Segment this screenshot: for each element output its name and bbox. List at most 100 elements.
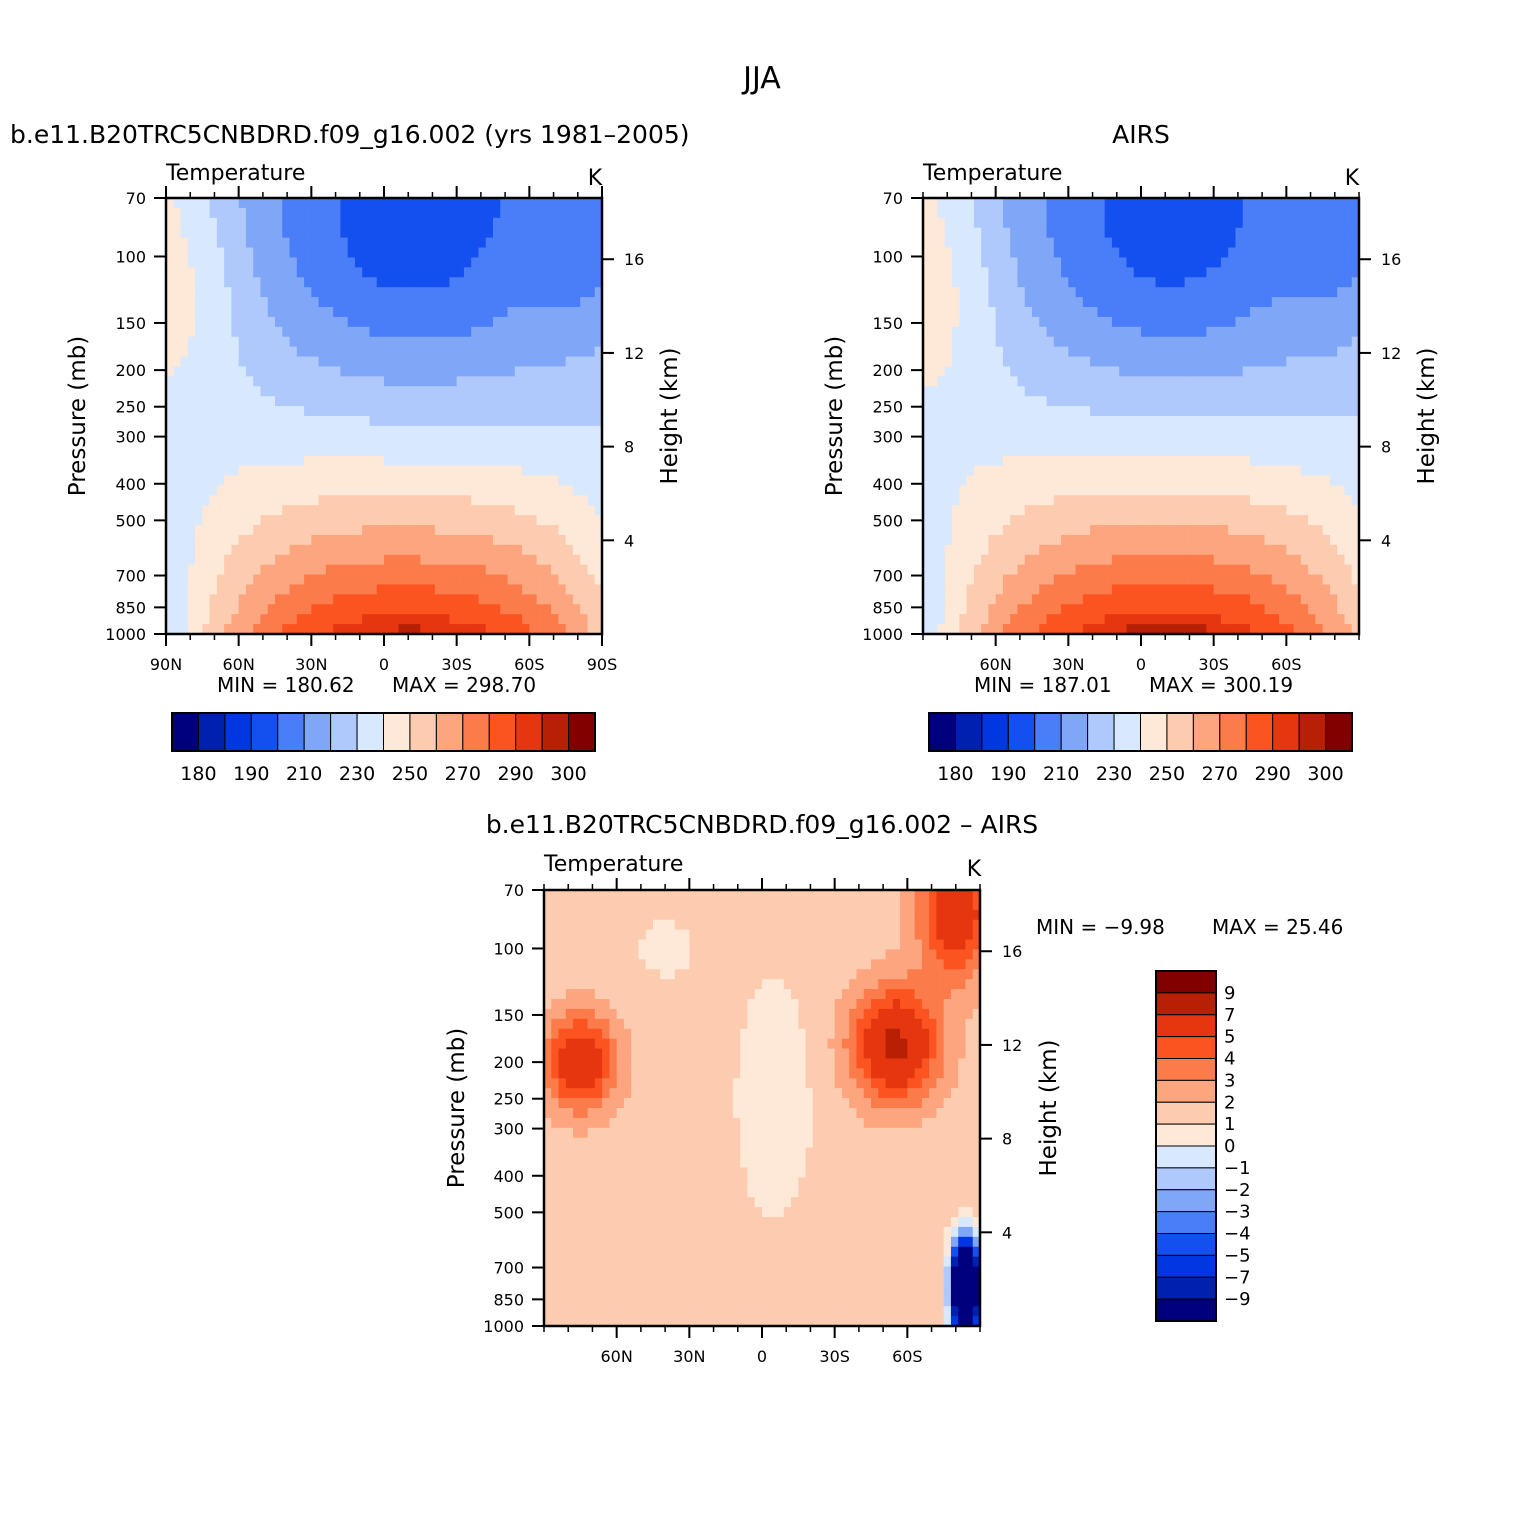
field-cell — [166, 237, 174, 249]
field-cell — [485, 376, 494, 387]
field-cell — [420, 267, 429, 278]
field-cell — [1184, 485, 1193, 496]
field-cell — [1242, 505, 1251, 516]
field-cell — [325, 386, 334, 397]
field-cell — [930, 386, 939, 397]
field-cell — [1119, 376, 1128, 387]
field-cell — [347, 336, 356, 348]
field-cell — [347, 534, 356, 546]
field-cell — [493, 475, 501, 486]
field-cell — [376, 554, 385, 566]
field-cell — [572, 614, 581, 625]
field-cell — [1184, 336, 1193, 348]
field-cell — [1242, 416, 1251, 427]
field-cell — [1126, 247, 1135, 259]
field-cell — [209, 485, 218, 496]
field-cell — [1119, 316, 1128, 328]
field-cell — [391, 465, 400, 477]
field-cell — [333, 584, 341, 595]
field-cell — [551, 465, 559, 477]
field-cell — [1032, 406, 1040, 417]
field-cell — [572, 307, 581, 318]
field-cell — [937, 455, 946, 467]
field-cell — [340, 406, 349, 417]
field-cell — [405, 574, 414, 586]
field-cell — [1002, 267, 1011, 278]
field-cell — [580, 416, 589, 427]
field-cell — [485, 624, 494, 635]
field-cell — [1199, 525, 1207, 536]
field-cell — [1126, 465, 1135, 477]
field-cell — [224, 425, 232, 437]
field-cell — [1257, 267, 1266, 278]
field-cell — [209, 584, 218, 595]
field-cell — [267, 485, 276, 496]
field-cell — [224, 525, 232, 536]
field-cell — [529, 574, 538, 586]
field-cell — [195, 614, 203, 625]
field-cell — [1148, 257, 1157, 268]
field-cell — [988, 525, 997, 536]
field-cell — [296, 396, 305, 407]
field-cell — [1017, 544, 1026, 556]
field-cell — [988, 416, 997, 427]
field-cell — [1279, 198, 1287, 209]
field-cell — [507, 366, 516, 377]
field-cell — [1017, 307, 1026, 318]
field-cell — [253, 376, 262, 387]
field-cell — [500, 287, 509, 298]
field-cell — [937, 505, 946, 516]
field-cell — [413, 554, 421, 566]
field-cell — [231, 534, 240, 546]
field-cell — [1104, 435, 1113, 447]
field-cell — [536, 336, 545, 348]
field-cell — [456, 594, 465, 605]
field-cell — [275, 495, 283, 506]
field-cell — [1206, 425, 1215, 437]
field-cell — [354, 465, 363, 477]
field-cell — [231, 267, 240, 278]
field-cell — [923, 336, 931, 348]
field-cell — [187, 574, 196, 586]
field-cell — [1235, 515, 1244, 526]
field-cell — [1133, 574, 1142, 586]
field-cell — [449, 495, 458, 506]
field-cell — [325, 326, 334, 338]
field-cell — [1075, 217, 1084, 229]
field-cell — [391, 356, 400, 368]
field-cell — [1053, 406, 1062, 417]
field-cell — [442, 614, 450, 625]
field-cell — [289, 574, 298, 586]
field-cell — [522, 455, 530, 467]
field-cell — [427, 495, 436, 506]
field-cell — [1090, 505, 1098, 516]
field-cell — [427, 237, 436, 249]
field-cell — [981, 376, 989, 387]
field-cell — [398, 445, 407, 457]
field-cell — [1220, 445, 1229, 457]
field-cell — [973, 515, 982, 526]
field-cell — [405, 287, 414, 298]
field-cell — [449, 356, 458, 368]
field-cell — [1279, 534, 1287, 546]
field-cell — [384, 544, 392, 556]
field-cell — [959, 406, 968, 417]
field-cell — [318, 495, 327, 506]
field-cell — [1061, 207, 1069, 219]
field-cell — [1191, 307, 1200, 318]
field-cell — [1068, 366, 1077, 377]
field-cell — [1279, 396, 1287, 407]
field-cell — [224, 336, 232, 348]
field-cell — [1264, 267, 1273, 278]
field-cell — [456, 465, 465, 477]
field-cell — [391, 435, 400, 447]
field-cell — [500, 564, 509, 576]
field-cell — [507, 307, 516, 318]
field-cell — [325, 267, 334, 278]
field-cell — [413, 217, 421, 229]
field-cell — [224, 465, 232, 477]
field-cell — [1257, 604, 1266, 615]
field-cell — [1111, 396, 1120, 407]
field-cell — [493, 376, 501, 387]
field-cell — [1104, 326, 1113, 338]
